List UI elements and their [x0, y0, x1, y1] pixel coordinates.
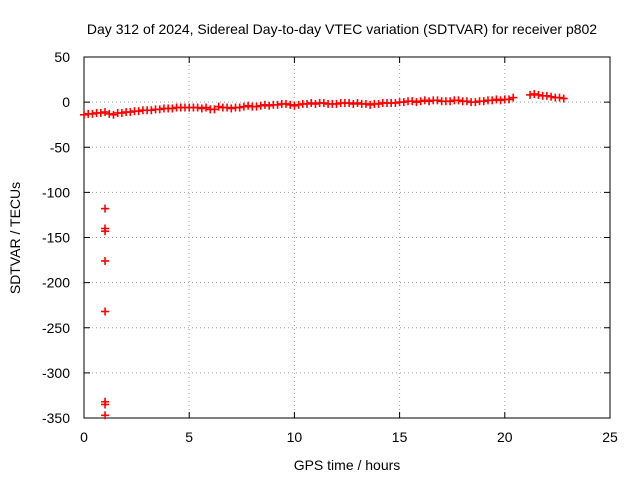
data-point: [345, 99, 354, 108]
data-point: [117, 108, 126, 117]
y-tick-label: -150: [42, 230, 70, 246]
data-point: [168, 104, 177, 113]
data-point: [223, 103, 232, 112]
data-point: [492, 95, 501, 104]
data-point: [101, 307, 110, 316]
x-tick-label: 20: [497, 429, 513, 445]
data-point: [210, 105, 219, 114]
data-point: [446, 97, 455, 106]
y-tick-label: -300: [42, 365, 70, 381]
x-tick-label: 5: [185, 429, 193, 445]
data-point: [319, 99, 328, 108]
data-point: [526, 90, 535, 99]
data-point: [332, 99, 341, 108]
data-point: [509, 93, 518, 102]
data-point: [530, 90, 539, 99]
y-tick-label: 0: [62, 94, 70, 110]
data-point: [80, 110, 88, 119]
data-point: [273, 100, 282, 109]
data-point: [454, 96, 463, 105]
data-point: [109, 110, 118, 119]
data-point: [471, 98, 480, 107]
data-point: [101, 400, 110, 409]
x-tick-label: 10: [287, 429, 303, 445]
y-axis-label: SDTVAR / TECUs: [7, 182, 23, 294]
data-point: [412, 98, 421, 107]
data-point: [361, 99, 370, 108]
data-point: [101, 227, 110, 236]
grid-layer: [84, 57, 610, 418]
data-point: [542, 91, 551, 100]
data-point: [408, 97, 417, 106]
data-point: [105, 109, 114, 118]
data-points: [80, 90, 568, 420]
data-point: [462, 97, 471, 106]
data-point: [227, 104, 236, 113]
data-point: [488, 96, 497, 105]
data-point: [126, 108, 135, 117]
tick-layer: 0 5 10 15 20 25 -350 -300 -250 -200 -150 -100 -50 0 50: [42, 49, 618, 445]
data-point: [311, 99, 320, 108]
data-point: [307, 99, 316, 108]
data-point: [420, 96, 429, 105]
data-point: [416, 97, 425, 106]
data-point: [366, 100, 375, 109]
data-point: [235, 103, 244, 112]
x-tick-label: 0: [80, 429, 88, 445]
y-tick-label: -100: [42, 184, 70, 200]
chart-title: Day 312 of 2024, Sidereal Day-to-day VTE…: [87, 21, 597, 37]
data-point: [239, 102, 248, 111]
y-tick-label: -350: [42, 410, 70, 426]
y-tick-label: -200: [42, 275, 70, 291]
data-point: [244, 101, 253, 110]
data-point: [260, 100, 269, 109]
data-point: [496, 96, 505, 105]
y-tick-label: -250: [42, 320, 70, 336]
data-point: [256, 101, 265, 110]
data-point: [479, 97, 488, 106]
data-point: [303, 99, 312, 108]
data-point: [547, 92, 556, 101]
data-point: [202, 103, 211, 112]
data-point: [101, 204, 110, 213]
data-point: [349, 99, 358, 108]
y-tick-label: 50: [54, 49, 70, 65]
data-point: [534, 90, 543, 99]
data-point: [155, 105, 164, 114]
data-point: [399, 98, 408, 107]
y-tick-label: -50: [50, 139, 70, 155]
data-point: [197, 104, 206, 113]
data-point: [193, 103, 202, 112]
data-point: [101, 256, 110, 265]
data-point: [265, 101, 274, 110]
x-axis-label: GPS time / hours: [294, 457, 401, 473]
data-point: [353, 99, 362, 108]
data-point: [391, 99, 400, 108]
data-point: [433, 96, 442, 105]
data-point: [281, 99, 290, 108]
data-point: [134, 107, 143, 116]
data-point: [559, 94, 568, 103]
data-point: [505, 95, 514, 104]
x-tick-label: 25: [602, 429, 618, 445]
data-point: [555, 93, 564, 102]
data-point: [425, 97, 434, 106]
data-point: [214, 102, 223, 111]
data-point: [286, 100, 295, 109]
data-point: [294, 100, 303, 109]
data-point: [101, 108, 110, 117]
data-point: [252, 102, 261, 111]
x-tick-label: 15: [392, 429, 408, 445]
data-point: [290, 101, 299, 110]
data-point: [147, 106, 156, 115]
data-point: [374, 99, 383, 108]
data-point: [96, 108, 105, 117]
data-point: [88, 109, 97, 118]
data-point: [101, 411, 110, 420]
